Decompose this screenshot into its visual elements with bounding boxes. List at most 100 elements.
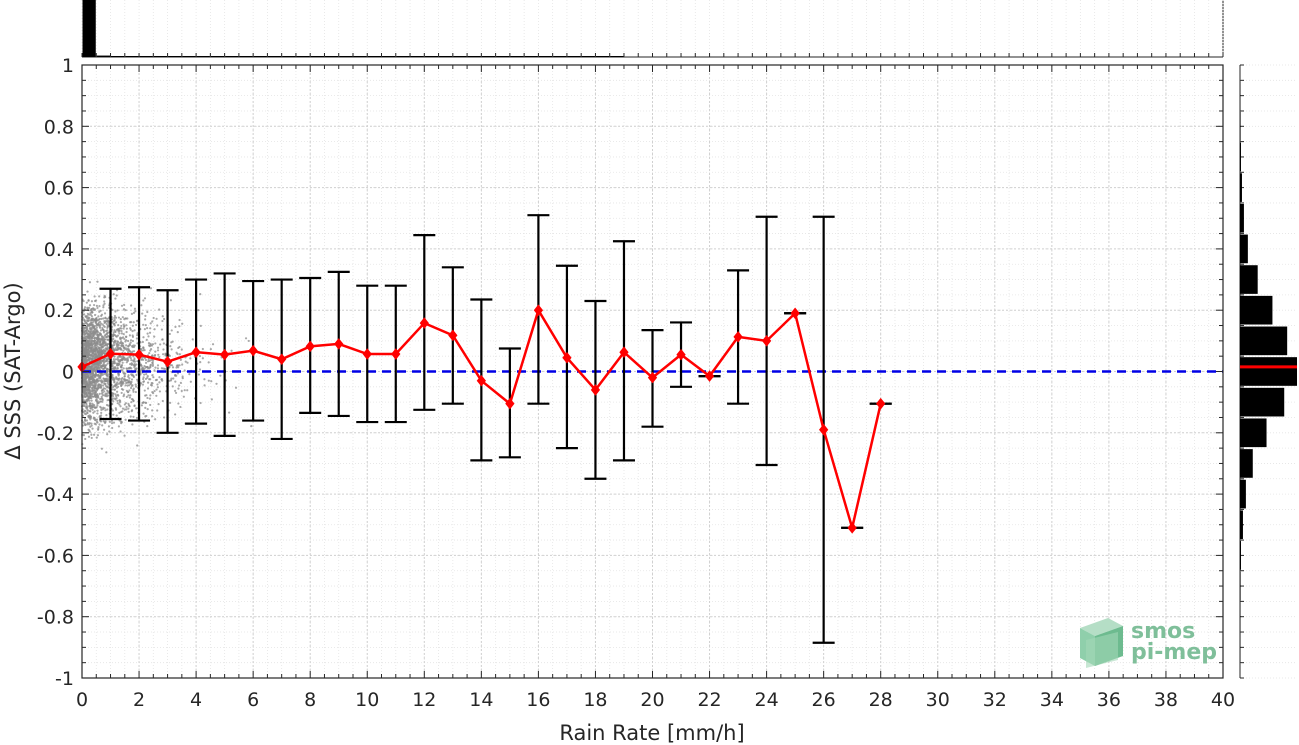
scatter-point [99, 397, 102, 401]
scatter-point [161, 319, 164, 323]
scatter-point [96, 393, 99, 397]
scatter-point [154, 418, 157, 421]
scatter-point [104, 349, 107, 352]
scatter-point [181, 363, 184, 366]
logo-cube-icon [1080, 618, 1123, 668]
scatter-point [90, 328, 93, 331]
scatter-point [112, 293, 115, 296]
scatter-point [116, 367, 119, 370]
right-histogram-bar [1240, 387, 1285, 417]
x-tick-label: 18 [583, 689, 607, 711]
scatter-point [93, 410, 96, 413]
right-histogram-bar [1240, 142, 1241, 172]
scatter-point [113, 367, 117, 370]
scatter-point [144, 401, 147, 404]
scatter-point [88, 402, 91, 405]
scatter-point [151, 364, 154, 368]
scatter-point [117, 382, 120, 385]
scatter-point [96, 400, 99, 403]
scatter-point [87, 386, 90, 390]
scatter-point [91, 372, 94, 375]
scatter-point [134, 310, 137, 313]
scatter-point [114, 335, 118, 338]
scatter-point [146, 327, 149, 330]
scatter-point [156, 324, 159, 327]
scatter-point [87, 337, 90, 340]
scatter-point [103, 407, 106, 410]
scatter-point [92, 303, 96, 307]
scatter-point [131, 350, 134, 353]
scatter-point [170, 364, 174, 367]
scatter-point [104, 421, 107, 424]
x-tick-label: 38 [1154, 689, 1178, 711]
mean-point [191, 346, 201, 358]
scatter-point [103, 372, 106, 376]
scatter-point [86, 406, 89, 409]
scatter-point [93, 324, 97, 327]
scatter-point [121, 383, 124, 386]
scatter-point [136, 370, 139, 373]
scatter-point [91, 346, 94, 349]
scatter-point [219, 374, 222, 377]
scatter-point [122, 333, 125, 336]
x-tick-label: 20 [640, 689, 664, 711]
scatter-point [170, 377, 173, 380]
scatter-point [132, 375, 135, 379]
top-histogram-bar [196, 56, 210, 57]
scatter-point [102, 329, 106, 333]
scatter-point [88, 339, 92, 342]
scatter-point [169, 299, 172, 302]
scatter-point [120, 380, 123, 384]
scatter-point [99, 372, 103, 375]
scatter-point [148, 331, 152, 334]
scatter-point [83, 319, 86, 322]
scatter-point [114, 321, 118, 324]
scatter-point [146, 425, 149, 428]
scatter-point [94, 395, 97, 399]
scatter-point [112, 400, 115, 403]
scatter-point [96, 340, 99, 343]
right-histogram-bar [1240, 510, 1243, 540]
y-tick-label: -0.4 [37, 484, 74, 506]
top-histogram-bar [467, 56, 481, 57]
smos-pi-mep-logo: smos pi-mep [1080, 618, 1217, 668]
scatter-point [83, 331, 86, 334]
scatter-point [142, 412, 145, 415]
scatter-point [93, 348, 96, 351]
scatter-point [120, 384, 123, 387]
scatter-point [89, 332, 92, 335]
scatter-point [106, 362, 109, 365]
right-histogram-bar [1240, 234, 1248, 264]
scatter-point [91, 311, 94, 314]
scatter-point [95, 323, 98, 326]
mean-point [248, 344, 258, 357]
scatter-point [158, 381, 161, 384]
scatter-point [171, 366, 175, 369]
scatter-point [183, 389, 186, 392]
scatter-point [84, 423, 87, 427]
x-tick-label: 40 [1211, 689, 1235, 711]
scatter-point [162, 367, 165, 370]
scatter-point [90, 358, 93, 361]
top-histogram-bar [267, 56, 282, 57]
scatter-point [96, 306, 99, 310]
scatter-point [107, 404, 110, 407]
scatter-point [92, 403, 95, 406]
scatter-point [181, 322, 184, 325]
scatter-point [125, 367, 128, 370]
scatter-point [95, 304, 99, 307]
mean-point [876, 397, 886, 410]
scatter-point [161, 315, 164, 318]
scatter-point [101, 345, 104, 348]
scatter-point [90, 326, 94, 329]
scatter-point [122, 349, 125, 352]
scatter-point [103, 312, 107, 315]
scatter-point [88, 389, 91, 392]
scatter-point [154, 342, 157, 345]
scatter-point [95, 366, 98, 369]
scatter-point [174, 380, 177, 383]
scatter-point [84, 356, 87, 359]
scatter-point [199, 324, 202, 327]
scatter-point [124, 317, 127, 320]
